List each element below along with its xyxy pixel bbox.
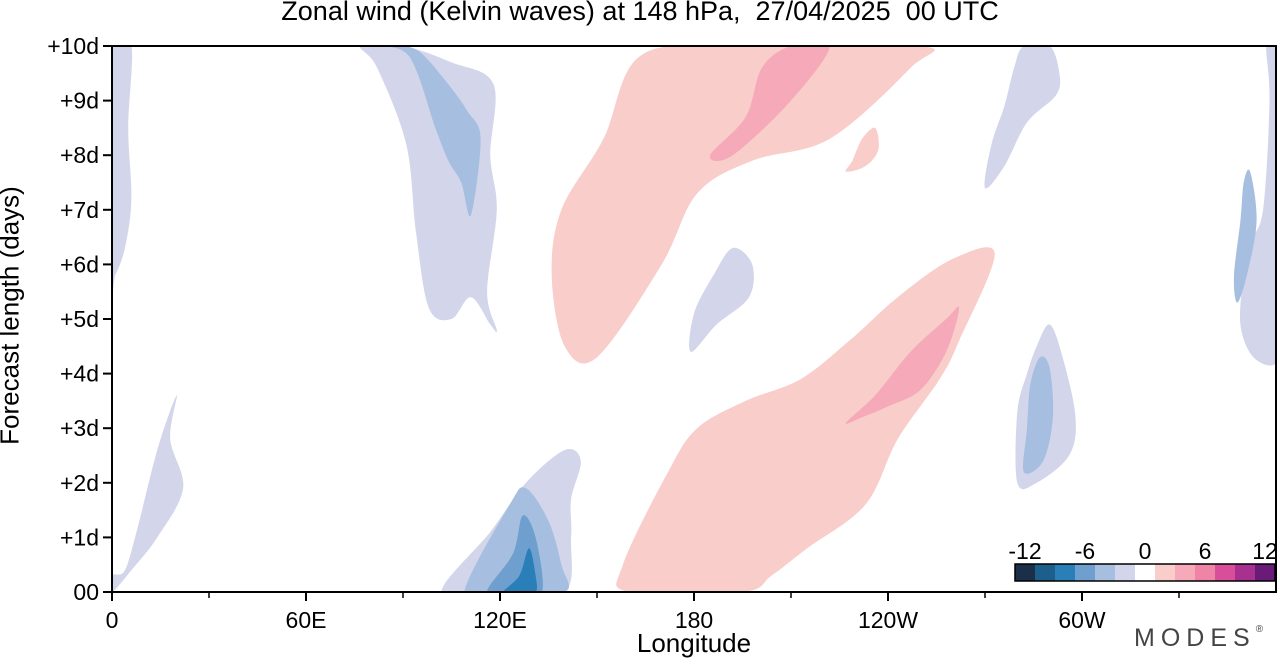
chart-title: Zonal wind (Kelvin waves) at 148 hPa, 27… — [281, 0, 999, 26]
colorbar-swatch — [1155, 564, 1176, 581]
colorbar: -12 -6 0 6 12 — [1008, 538, 1278, 582]
y-tick-label: +6d — [60, 251, 99, 277]
y-axis-label: Forecast length (days) — [0, 186, 25, 445]
negative-wind-region-7 — [464, 487, 569, 592]
negative-wind-region-1 — [1233, 169, 1257, 303]
y-tick-label: +9d — [60, 88, 99, 114]
negative-wind-region-2 — [112, 46, 133, 294]
positive-wind-region-17 — [845, 306, 960, 424]
positive-wind-region-16 — [616, 247, 995, 592]
colorbar-swatch — [1195, 564, 1216, 581]
x-tick-label: 120E — [473, 607, 527, 633]
colorbar-swatch — [1055, 564, 1076, 581]
positive-wind-region-15 — [709, 46, 830, 162]
wind-anomaly-fields — [112, 46, 1276, 592]
y-tick-label: +2d — [60, 470, 99, 496]
x-tick-label: 120W — [858, 607, 918, 633]
positive-wind-region-14 — [551, 46, 935, 364]
negative-wind-region-5 — [377, 46, 481, 217]
colorbar-label: -6 — [1075, 538, 1095, 564]
x-axis-label: Longitude — [636, 628, 752, 658]
positive-wind-region-18 — [845, 127, 879, 172]
x-tick-label: 180 — [675, 607, 713, 633]
x-tick-label: 0 — [106, 607, 119, 633]
colorbar-swatch — [1095, 564, 1116, 581]
negative-wind-region-10 — [984, 46, 1061, 189]
colorbar-label: -12 — [1008, 538, 1041, 564]
brand-text: MODES — [1134, 624, 1256, 652]
x-tick-label: 60W — [1058, 607, 1106, 633]
colorbar-label: 0 — [1139, 538, 1152, 564]
axis-tick-labels: 0 60E 120E 180 120W 60W 00 +1d +2d +3d +4d +5d +6d +7… — [47, 33, 1106, 633]
y-tick-label: +10d — [47, 33, 99, 59]
y-tick-label: +3d — [60, 415, 99, 441]
colorbar-swatch — [1235, 564, 1256, 581]
colorbar-swatch — [1015, 564, 1036, 581]
colorbar-swatch — [1075, 564, 1096, 581]
registered-mark: ® — [1255, 624, 1264, 635]
y-tick-label: 00 — [73, 579, 99, 605]
colorbar-swatch — [1115, 564, 1136, 581]
colorbar-swatch — [1135, 564, 1156, 581]
colorbar-label: 12 — [1252, 538, 1278, 564]
brand-logo: MODES® — [1134, 624, 1263, 653]
y-tick-label: +8d — [60, 142, 99, 168]
y-tick-label: +7d — [60, 197, 99, 223]
negative-wind-region-12 — [1022, 356, 1054, 474]
axis-ticks — [103, 45, 1180, 601]
colorbar-label: 6 — [1199, 538, 1212, 564]
y-tick-label: +4d — [60, 361, 99, 387]
colorbar-swatch — [1175, 564, 1196, 581]
x-tick-label: 60E — [286, 607, 327, 633]
negative-wind-region-3 — [112, 395, 184, 592]
negative-wind-region-9 — [503, 548, 538, 592]
colorbar-swatch — [1215, 564, 1236, 581]
negative-wind-region-0 — [1240, 46, 1276, 366]
colorbar-swatch — [1035, 564, 1056, 581]
negative-wind-region-13 — [689, 247, 754, 352]
colorbar-swatch — [1255, 564, 1276, 581]
y-tick-label: +1d — [60, 524, 99, 550]
y-tick-label: +5d — [60, 306, 99, 332]
